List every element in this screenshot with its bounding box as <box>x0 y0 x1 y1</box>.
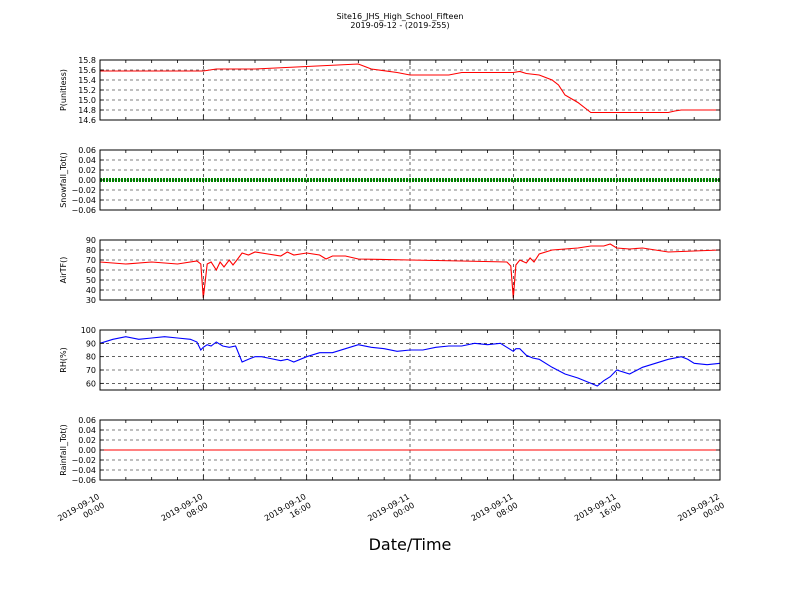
y-tick-label: 70 <box>86 366 96 375</box>
series-line-2 <box>99 243 721 299</box>
y-tick-label: 0.02 <box>78 436 96 445</box>
y-tick-label: 80 <box>86 353 96 362</box>
y-tick-label: 0.02 <box>78 166 96 175</box>
y-axis-label: AirTF() <box>59 257 68 284</box>
y-tick-label: 14.8 <box>78 106 96 115</box>
chart-title-line1: Site16_JHS_High_School_Fifteen <box>337 12 464 21</box>
y-tick-label: 15.4 <box>78 76 96 85</box>
y-tick-label: 60 <box>86 379 96 388</box>
y-tick-label: 15.2 <box>78 86 96 95</box>
y-tick-label: 0.04 <box>78 156 96 165</box>
y-tick-label: −0.04 <box>71 466 96 475</box>
y-tick-label: 0.00 <box>78 446 96 455</box>
y-tick-label: −0.02 <box>71 456 96 465</box>
panel-1: 0.060.040.020.00−0.02−0.04−0.06Snowfall_… <box>59 146 721 215</box>
y-axis-label: P(unitless) <box>59 69 68 111</box>
y-tick-label: 90 <box>86 236 96 245</box>
y-axis-label: Snowfall_Tot() <box>59 152 68 208</box>
series-line-3 <box>99 336 721 387</box>
y-tick-label: 70 <box>86 256 96 265</box>
y-tick-label: 0.06 <box>78 146 96 155</box>
y-tick-label: 80 <box>86 246 96 255</box>
y-tick-label: 60 <box>86 266 96 275</box>
panel-3: 100 90 80 70 60 RH(%) <box>59 326 721 391</box>
y-tick-label: 40 <box>86 286 96 295</box>
y-tick-label: −0.06 <box>71 476 96 485</box>
y-tick-label: 0.06 <box>78 416 96 425</box>
y-tick-label: −0.06 <box>71 206 96 215</box>
y-tick-label: 14.6 <box>78 116 96 125</box>
y-tick-label: 0.00 <box>78 176 96 185</box>
y-axis-label: Rainfall_Tot() <box>59 424 68 476</box>
y-tick-label: 15.6 <box>78 66 96 75</box>
x-axis-title: Date/Time <box>369 535 452 554</box>
series-line-0 <box>100 63 720 114</box>
panel-4: 0.060.040.020.00−0.02−0.04−0.06Rainfall_… <box>59 416 721 485</box>
y-tick-label: 90 <box>86 339 96 348</box>
y-tick-label: 15.0 <box>78 96 96 105</box>
panel-0: 15.815.615.415.215.014.814.6 P(unitless) <box>59 56 721 125</box>
y-tick-label: 15.8 <box>78 56 96 65</box>
y-tick-label: 30 <box>86 296 96 305</box>
y-tick-label: 0.04 <box>78 426 96 435</box>
y-tick-label: −0.02 <box>71 186 96 195</box>
y-tick-label: 100 <box>81 326 96 335</box>
chart-title-line2: 2019-09-12 - (2019-255) <box>350 21 449 30</box>
y-tick-label: −0.04 <box>71 196 96 205</box>
y-axis-label: RH(%) <box>59 347 68 372</box>
y-tick-label: 50 <box>86 276 96 285</box>
